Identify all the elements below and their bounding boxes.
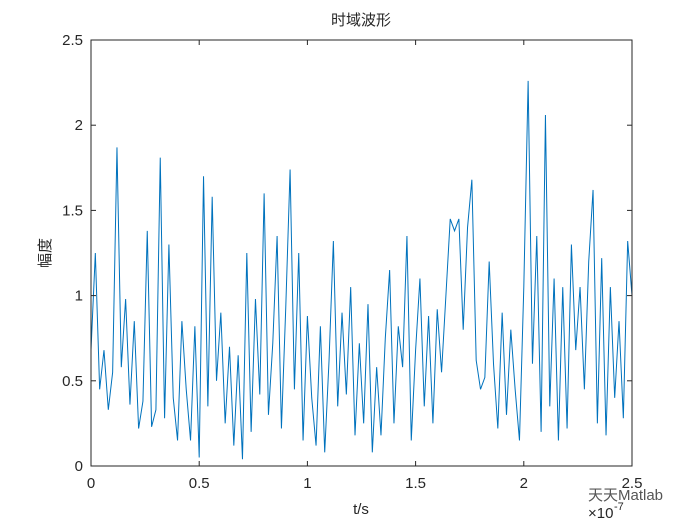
x-tick-label: 0.5 — [189, 475, 210, 492]
y-tick-label: 2.5 — [62, 32, 83, 49]
x-tick-label: 2.5 — [622, 475, 643, 492]
x-axis-label: t/s — [353, 501, 369, 518]
x-multiplier-exponent: -7 — [614, 501, 624, 513]
x-tick-label: 2 — [520, 475, 528, 492]
axes-box — [90, 39, 633, 467]
x-tick-label: 1.5 — [405, 475, 426, 492]
y-tick-label: 2 — [75, 117, 83, 134]
y-tick-label: 0 — [75, 458, 83, 475]
chart-title: 时域波形 — [331, 11, 391, 29]
y-axis-label: 幅度 — [36, 238, 54, 268]
y-tick-label: 0.5 — [62, 373, 83, 390]
y-tick-label: 1 — [75, 288, 83, 305]
y-tick-label: 1.5 — [62, 202, 83, 219]
x-multiplier: ×10 — [588, 505, 613, 522]
x-tick-label: 0 — [87, 475, 95, 492]
x-tick-label: 1 — [303, 475, 311, 492]
watermark: 天天Matlab — [588, 487, 663, 504]
data-line — [90, 80, 633, 460]
